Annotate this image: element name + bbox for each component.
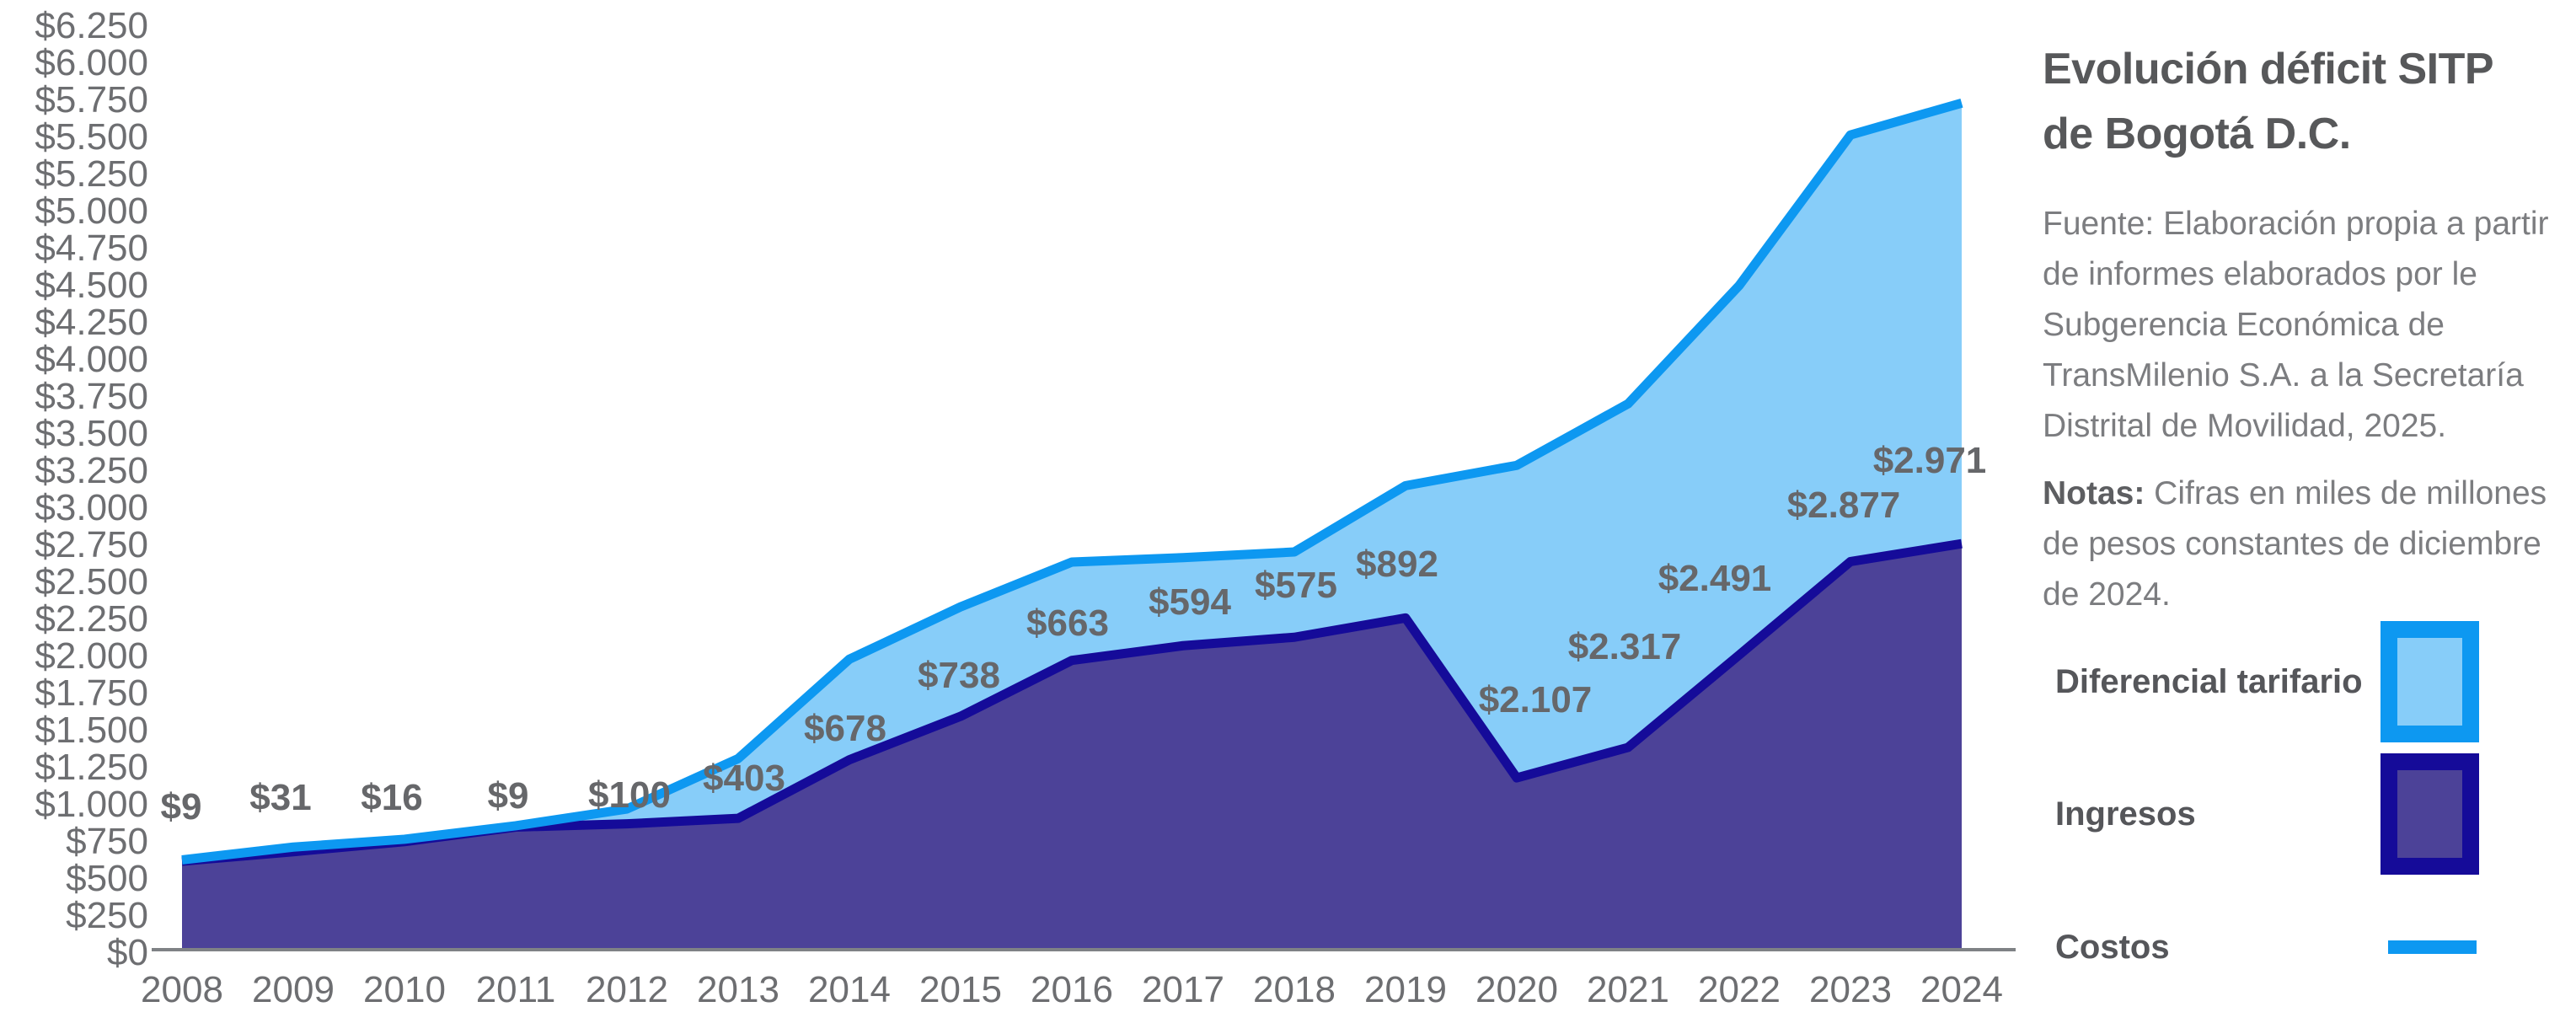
diferencial-data-label: $100 <box>588 774 671 816</box>
x-axis-year-label: 2015 <box>919 969 1002 1010</box>
x-axis-year-label: 2024 <box>1920 969 2003 1010</box>
notes-text: Cifras en miles de millones de pesos con… <box>2043 475 2547 613</box>
diferencial-data-label: $2.107 <box>1479 679 1593 720</box>
legend-item-costos: Costos <box>2055 925 2479 969</box>
x-axis-year-label: 2016 <box>1031 969 1113 1010</box>
y-axis-tick-label: $1.750 <box>35 672 148 714</box>
x-axis-year-label: 2020 <box>1475 969 1558 1010</box>
y-axis-tick-label: $3.750 <box>35 376 148 417</box>
y-axis-tick-label: $3.500 <box>35 413 148 454</box>
legend: Diferencial tarifario Ingresos Costos <box>2055 0 2479 1023</box>
legend-label-ingresos: Ingresos <box>2055 795 2196 833</box>
legend-label-costos: Costos <box>2055 928 2170 966</box>
x-axis-year-label: 2011 <box>476 969 556 1010</box>
y-axis-tick-label: $4.500 <box>35 265 148 306</box>
diferencial-data-label: $575 <box>1255 565 1337 606</box>
y-axis-tick-label: $250 <box>66 895 148 936</box>
x-axis-year-label: 2010 <box>363 969 446 1010</box>
diferencial-data-label: $2.317 <box>1568 626 1682 667</box>
y-axis-tick-label: $5.500 <box>35 116 148 158</box>
y-axis-tick-label: $1.000 <box>35 784 148 825</box>
diferencial-data-label: $892 <box>1356 544 1438 585</box>
x-axis-year-label: 2022 <box>1698 969 1781 1010</box>
legend-label-diferencial-tarifario: Diferencial tarifario <box>2055 662 2363 700</box>
x-axis-year-label: 2008 <box>141 969 223 1010</box>
y-axis-tick-label: $4.250 <box>35 302 148 343</box>
y-axis-tick-label: $2.750 <box>35 524 148 565</box>
x-axis-year-label: 2013 <box>697 969 779 1010</box>
diferencial-data-label: $678 <box>804 708 886 749</box>
diferencial-data-label: $2.971 <box>1873 440 1987 481</box>
sitp-deficit-area-chart: $0$250$500$750$1.000$1.250$1.500$1.750$2… <box>35 5 2016 1010</box>
diferencial-data-label: $594 <box>1149 581 1231 623</box>
source-note: Fuente: Elaboración propia a partir de i… <box>2043 206 2549 444</box>
y-axis-tick-label: $2.250 <box>35 598 148 640</box>
costos-line-swatch <box>2388 940 2477 954</box>
legend-item-ingresos: Ingresos <box>2055 753 2479 875</box>
y-axis-tick-label: $5.000 <box>35 190 148 232</box>
y-axis-tick-label: $6.250 <box>35 5 148 46</box>
x-axis-year-label: 2017 <box>1142 969 1224 1010</box>
y-axis-tick-label: $3.250 <box>35 450 148 491</box>
diferencial-data-label: $663 <box>1026 603 1109 644</box>
y-axis-tick-label: $500 <box>66 858 148 899</box>
costos-line <box>181 98 1963 865</box>
diferencial-data-label: $2.491 <box>1658 558 1772 599</box>
diferencial-data-label: $9 <box>488 775 529 817</box>
x-axis-year-label: 2012 <box>586 969 668 1010</box>
y-axis-tick-label: $3.000 <box>35 487 148 528</box>
y-axis-tick-label: $5.250 <box>35 153 148 195</box>
x-axis-year-label: 2014 <box>808 969 891 1010</box>
x-axis-year-label: 2019 <box>1364 969 1447 1010</box>
x-axis-year-label: 2009 <box>252 969 335 1010</box>
notes-note: Notas: Cifras en miles de millones de pe… <box>2043 469 2569 620</box>
y-axis-tick-label: $4.000 <box>35 339 148 380</box>
y-axis-tick-label: $4.750 <box>35 228 148 269</box>
legend-item-diferencial-tarifario: Diferencial tarifario <box>2055 621 2479 742</box>
y-axis-tick-label: $1.250 <box>35 747 148 788</box>
y-axis-tick-label: $750 <box>66 821 148 862</box>
x-axis-year-label: 2021 <box>1587 969 1669 1010</box>
y-axis-tick-label: $1.500 <box>35 710 148 751</box>
y-axis-tick-label: $2.500 <box>35 561 148 603</box>
diferencial-data-label: $9 <box>161 786 202 828</box>
diferencial-data-label: $403 <box>703 758 785 799</box>
y-axis-tick-label: $5.750 <box>35 79 148 121</box>
diferencial-data-label: $738 <box>918 655 1000 696</box>
ingresos-swatch <box>2381 753 2479 875</box>
y-axis-tick-label: $6.000 <box>35 42 148 83</box>
diferencial-data-label: $16 <box>361 777 422 818</box>
diferencial-tarifario-swatch <box>2381 621 2479 742</box>
diferencial-data-label: $31 <box>249 777 311 818</box>
page-title: Evolución déficit SITP de Bogotá D.C. <box>2043 45 2494 158</box>
y-axis-tick-label: $0 <box>107 932 148 973</box>
diferencial-data-label: $2.877 <box>1787 485 1901 526</box>
x-axis-year-label: 2023 <box>1809 969 1892 1010</box>
ingresos-area <box>182 544 1962 949</box>
x-axis-year-label: 2018 <box>1253 969 1336 1010</box>
diferencial-tarifario-area <box>182 103 1962 949</box>
notes-label: Notas: <box>2043 475 2145 512</box>
y-axis-tick-label: $2.000 <box>35 635 148 677</box>
